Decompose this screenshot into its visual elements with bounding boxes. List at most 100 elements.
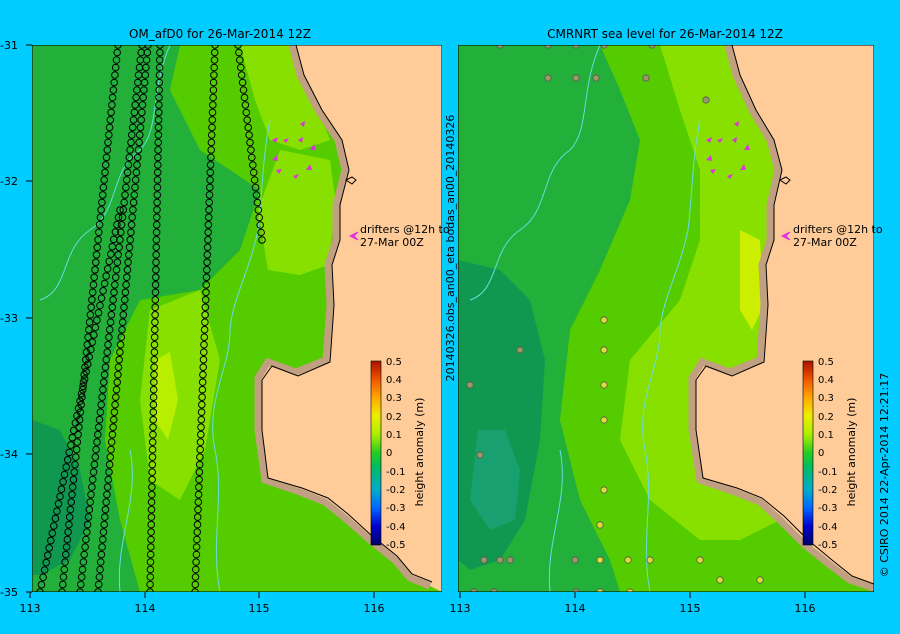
track-point <box>96 558 105 566</box>
track-point <box>127 228 135 237</box>
observation-point <box>572 45 580 49</box>
track-point <box>111 228 120 236</box>
track-point <box>119 311 128 319</box>
track-point <box>82 535 90 544</box>
track-point <box>132 168 141 177</box>
track-point <box>192 543 201 551</box>
track-point <box>73 438 82 446</box>
observation-point <box>600 416 608 424</box>
track-point <box>140 78 149 87</box>
track-point <box>129 116 138 124</box>
lon-tick-label: 113 <box>20 602 41 615</box>
track-point <box>130 108 139 117</box>
track-point <box>101 161 110 169</box>
right-coast-shelf <box>688 45 874 592</box>
track-point <box>113 220 121 229</box>
track-point <box>241 101 250 109</box>
track-point <box>202 273 211 282</box>
observation-point <box>696 556 704 564</box>
run-id-side-label: 20140326.obs_an00_eta bodas_an00_2014032… <box>444 115 457 382</box>
colorbar-tick-label: -0.2 <box>386 485 406 496</box>
track-point <box>151 318 159 327</box>
left-ocean-light-south <box>140 290 220 500</box>
track-point <box>121 288 130 297</box>
track-point <box>198 378 207 387</box>
track-point <box>204 221 213 229</box>
left-coast-shelf <box>254 45 432 590</box>
track-point <box>93 438 101 446</box>
track-point <box>209 78 218 87</box>
track-point <box>113 258 122 267</box>
track-point <box>153 206 161 214</box>
track-point <box>155 101 163 109</box>
colorbar-tick-label: -0.5 <box>818 540 838 551</box>
track-point <box>193 528 201 536</box>
left-ocean-light-shelf <box>258 150 336 275</box>
track-point <box>114 251 122 259</box>
track-point <box>59 580 67 589</box>
track-point <box>152 243 161 252</box>
track-point <box>115 355 123 364</box>
track-point <box>236 56 244 64</box>
colorbar-tick-label: -0.3 <box>818 503 838 514</box>
track-point <box>103 483 112 491</box>
lon-tick-label: 113 <box>450 602 471 615</box>
track-point <box>118 325 126 334</box>
track-point <box>111 273 120 282</box>
track-point <box>106 318 115 327</box>
track-point <box>249 168 258 177</box>
track-point <box>197 423 205 432</box>
track-point <box>102 355 111 364</box>
track-point <box>100 176 108 184</box>
track-point <box>101 513 109 521</box>
track-point <box>69 475 78 484</box>
track-point <box>199 363 207 372</box>
track-point <box>195 475 203 484</box>
track-point <box>94 580 103 589</box>
track-point <box>95 573 104 581</box>
track-point <box>80 550 88 559</box>
track-point <box>85 325 93 334</box>
right-lon-tick-marks <box>459 592 806 598</box>
observation-point <box>600 346 608 354</box>
track-point <box>95 221 104 229</box>
colorbar-tick-label: 0 <box>386 448 392 459</box>
track-point <box>71 419 80 427</box>
track-point <box>203 258 211 267</box>
track-point <box>257 228 265 237</box>
track-point <box>191 588 199 592</box>
track-point <box>138 101 147 109</box>
track-point <box>155 71 164 79</box>
observation-point <box>596 556 604 564</box>
track-point <box>60 565 69 574</box>
track-point <box>108 242 117 251</box>
track-point <box>67 441 75 449</box>
left-colorbar-ticks: 0.5 0.4 0.3 0.2 0.1 0 -0.1 -0.2 -0.3 -0.… <box>386 357 406 551</box>
track-point <box>107 108 115 117</box>
left-ocean-yellow-patch <box>155 352 178 440</box>
track-point <box>118 318 127 327</box>
track-point <box>74 404 83 413</box>
track-point <box>199 355 208 364</box>
track-point <box>94 423 103 432</box>
track-point <box>111 400 119 409</box>
track-point <box>133 161 141 169</box>
track-point <box>77 580 85 589</box>
track-point <box>99 528 108 536</box>
right-colorbar-ticks: 0.5 0.4 0.3 0.2 0.1 0 -0.1 -0.2 -0.3 -0.… <box>818 357 838 551</box>
observation-point <box>600 45 608 49</box>
track-point <box>93 243 102 252</box>
right-map-title: CMRNRT sea level for 26-Mar-2014 12Z <box>547 27 783 41</box>
track-point <box>122 281 130 289</box>
track-point <box>256 221 265 229</box>
track-point <box>146 565 155 574</box>
colorbar-tick-label: -0.1 <box>818 467 838 478</box>
track-point <box>141 71 150 79</box>
track-point <box>149 385 158 394</box>
track-point <box>116 206 124 214</box>
track-point <box>138 108 146 117</box>
track-point <box>88 296 96 304</box>
track-point <box>154 153 162 162</box>
track-point <box>102 498 110 506</box>
colorbar-tick-label: 0.4 <box>818 375 834 386</box>
